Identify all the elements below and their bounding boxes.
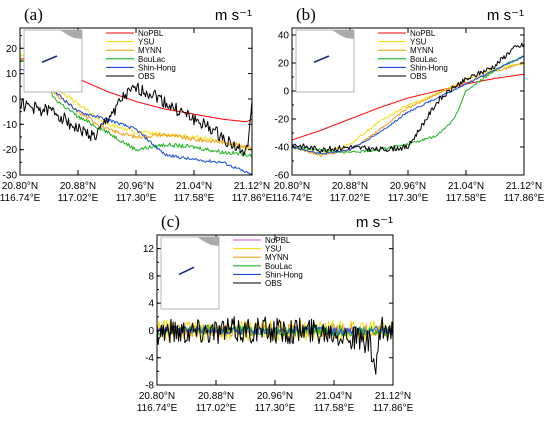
x-tick-label-lon: 117.02°E	[196, 403, 237, 414]
legend-label: Shin-Hong	[410, 63, 448, 72]
panel-0: -30-20-100102020.80°N116.74°E20.88°N117.…	[0, 5, 273, 204]
x-tick-label-lon: 117.30°E	[388, 193, 429, 204]
x-tick-label-lon: 117.58°E	[174, 193, 215, 204]
x-tick-label-lat: 20.96°N	[390, 181, 426, 192]
x-tick-label-lon: 117.86°E	[504, 193, 545, 204]
units-label: m s⁻¹	[215, 7, 252, 24]
coastline-shape	[60, 30, 82, 39]
x-tick-label-lon: 116.74°E	[137, 403, 178, 414]
legend-label: YSU	[138, 38, 155, 47]
panel-label: (b)	[296, 5, 316, 24]
panel-1: -60-40-200204020.80°N116.74°E20.88°N117.…	[272, 5, 545, 204]
y-tick-label: -40	[275, 143, 290, 154]
y-tick-label: -20	[3, 145, 18, 156]
legend-label: BouLac	[265, 262, 292, 271]
coastline-shape	[197, 237, 219, 246]
y-tick-label: 20	[6, 44, 18, 55]
transect-line	[178, 266, 195, 276]
series-line-nopbl	[292, 73, 524, 141]
panel-label: (c)	[161, 212, 180, 231]
y-tick-label: -10	[3, 120, 18, 131]
x-tick-label-lat: 21.12°N	[375, 391, 411, 402]
x-tick-label-lon: 117.02°E	[330, 193, 371, 204]
x-tick-label-lat: 20.88°N	[60, 181, 96, 192]
legend-label: BouLac	[410, 55, 437, 64]
inset-map	[295, 29, 355, 93]
x-tick-label-lat: 21.04°N	[316, 391, 352, 402]
y-tick-label: -8	[145, 381, 154, 392]
y-tick-label: -30	[3, 171, 18, 182]
x-tick-label-lat: 20.80°N	[139, 391, 175, 402]
x-tick-label-lat: 21.12°N	[506, 181, 542, 192]
units-label: m s⁻¹	[487, 7, 524, 24]
legend-label: NoPBL	[138, 29, 164, 38]
units-label: m s⁻¹	[356, 214, 393, 231]
x-tick-label-lon: 116.74°E	[272, 193, 313, 204]
x-tick-label-lat: 20.96°N	[257, 391, 293, 402]
series-line-obs	[20, 82, 252, 157]
series-line-shin-hong	[292, 55, 524, 155]
legend-label: MYNN	[410, 46, 434, 55]
y-tick-label: 4	[148, 299, 154, 310]
x-tick-label-lat: 20.80°N	[274, 181, 310, 192]
x-tick-label-lon: 117.30°E	[116, 193, 157, 204]
transect-line	[313, 55, 330, 63]
y-tick-label: 8	[148, 271, 154, 282]
x-tick-label-lat: 21.04°N	[176, 181, 212, 192]
coastline-shape	[332, 30, 354, 39]
series-group	[292, 42, 524, 157]
x-tick-label-lat: 20.96°N	[118, 181, 154, 192]
transect-line	[41, 55, 58, 63]
y-tick-label: -4	[145, 353, 154, 364]
legend-label: Shin-Hong	[265, 270, 303, 279]
legend-label: OBS	[410, 72, 427, 81]
y-tick-label: 0	[11, 94, 17, 105]
legend-label: NoPBL	[265, 236, 291, 245]
y-tick-label: 0	[283, 87, 289, 98]
series-line-obs	[292, 42, 524, 153]
x-tick-label-lon: 117.58°E	[446, 193, 487, 204]
panel-label: (a)	[24, 5, 43, 24]
x-tick-label-lon: 117.86°E	[373, 403, 414, 414]
series-line-shin-hong	[20, 68, 252, 175]
series-line-mynn	[20, 57, 252, 149]
legend-label: NoPBL	[410, 29, 436, 38]
x-tick-label-lat: 20.80°N	[2, 181, 38, 192]
y-tick-label: 20	[278, 59, 290, 70]
y-tick-label: -20	[275, 115, 290, 126]
x-tick-label-lat: 20.88°N	[198, 391, 234, 402]
x-tick-label-lat: 21.04°N	[448, 181, 484, 192]
legend-label: BouLac	[138, 55, 165, 64]
y-tick-label: 12	[143, 244, 155, 255]
y-tick-label: -60	[275, 171, 290, 182]
series-line-obs	[157, 316, 393, 375]
x-tick-label-lat: 21.12°N	[234, 181, 270, 192]
inset-map	[160, 236, 220, 310]
legend-label: YSU	[410, 38, 427, 47]
x-tick-label-lon: 117.30°E	[255, 403, 296, 414]
inset-map	[23, 29, 83, 93]
x-tick-label-lon: 117.58°E	[314, 403, 355, 414]
x-tick-label-lat: 20.88°N	[332, 181, 368, 192]
y-tick-label: 10	[6, 69, 18, 80]
legend-label: OBS	[138, 72, 155, 81]
legend-label: YSU	[265, 245, 282, 254]
legend-label: Shin-Hong	[138, 63, 176, 72]
x-tick-label-lon: 117.02°E	[58, 193, 99, 204]
y-tick-label: 40	[278, 31, 290, 42]
x-tick-label-lon: 117.86°E	[232, 193, 273, 204]
series-line-boulac	[20, 59, 252, 157]
legend-label: MYNN	[138, 46, 162, 55]
y-tick-label: 0	[148, 326, 154, 337]
legend-label: MYNN	[265, 253, 289, 262]
legend-label: OBS	[265, 279, 282, 288]
x-tick-label-lon: 116.74°E	[0, 193, 41, 204]
series-group	[157, 316, 393, 375]
